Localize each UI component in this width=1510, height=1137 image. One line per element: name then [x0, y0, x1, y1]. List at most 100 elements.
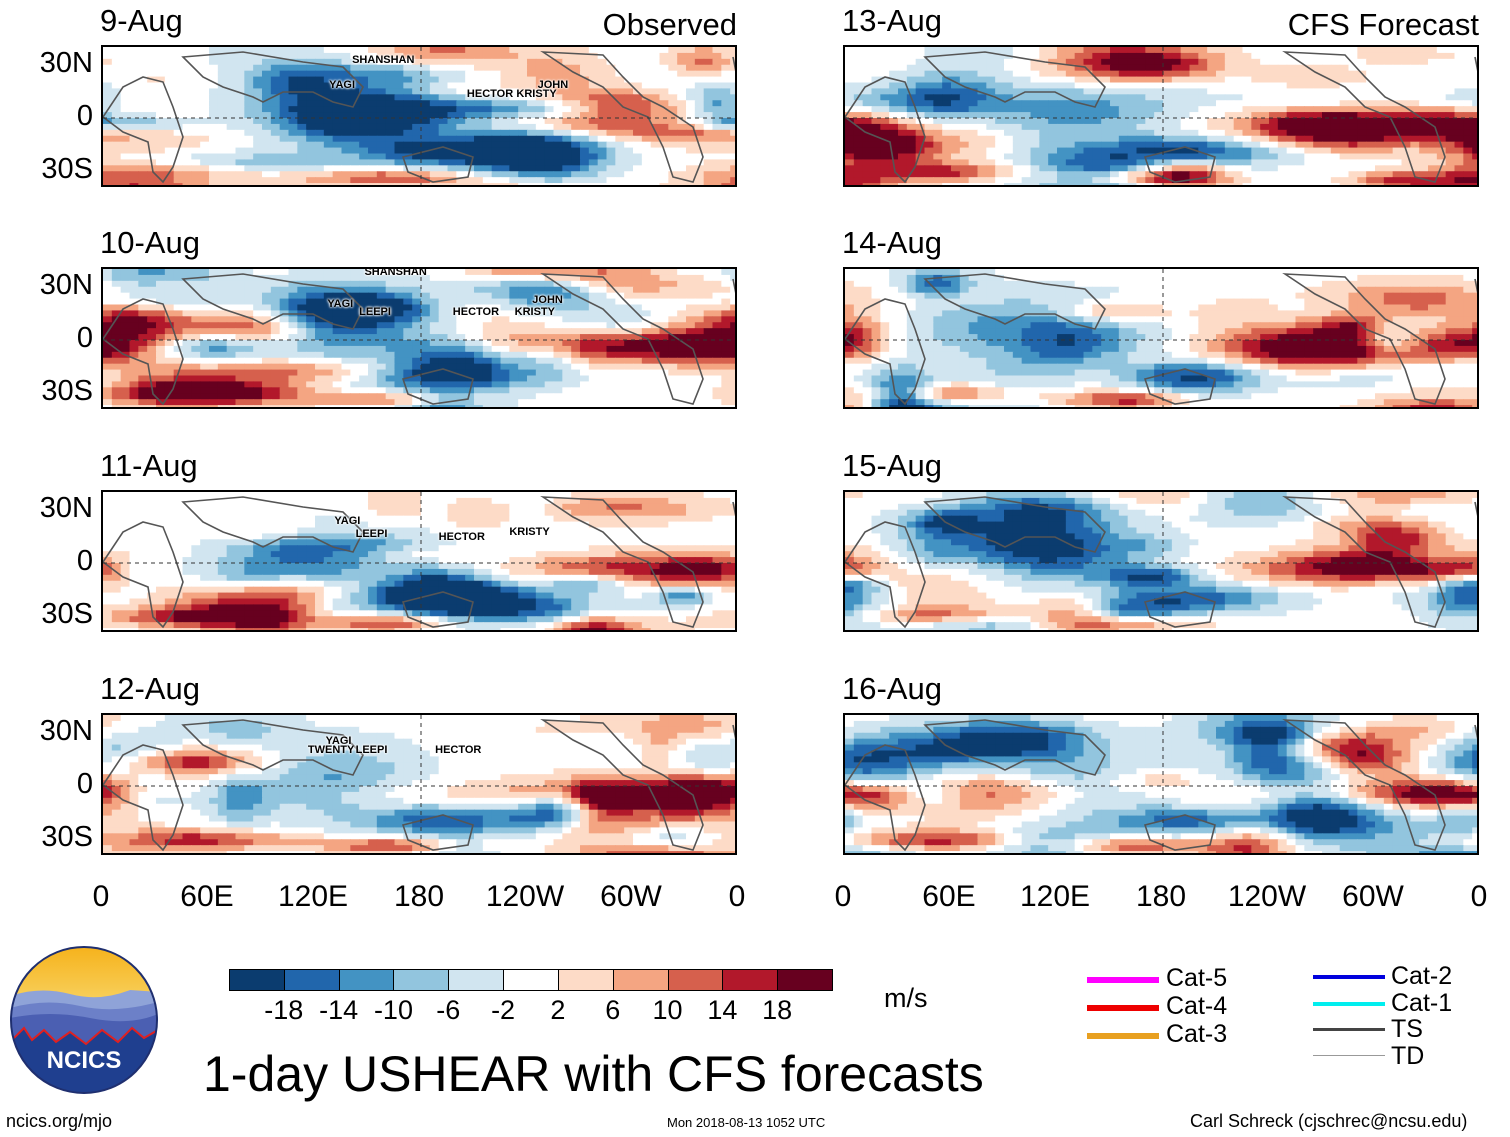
field-cell [341, 58, 351, 66]
field-cell [306, 492, 316, 499]
field-cell [279, 269, 290, 276]
field-cell [279, 515, 290, 523]
field-cell [173, 492, 184, 499]
field-cell [447, 492, 457, 499]
field-cell [315, 153, 325, 161]
field-cell [385, 387, 396, 394]
field-cell [359, 387, 369, 394]
field-cell [615, 527, 625, 535]
field-cell [182, 515, 192, 523]
field-cell [518, 363, 528, 371]
field-cell [456, 387, 466, 394]
field-cell [164, 177, 175, 184]
field-cell [535, 298, 546, 306]
field-cell [244, 129, 254, 137]
field-cell [182, 563, 192, 570]
field-cell [633, 322, 643, 329]
field-cell [482, 123, 493, 131]
field-cell [323, 82, 334, 90]
field-cell [491, 598, 502, 606]
field-cell [429, 363, 440, 371]
field-cell [120, 557, 131, 564]
field-cell [200, 292, 210, 300]
field-cell [686, 375, 696, 383]
field-cell [217, 123, 228, 131]
field-cell [368, 345, 378, 353]
field-cell [368, 563, 378, 570]
field-cell [173, 322, 184, 329]
field-cell [465, 141, 475, 149]
field-cell [262, 351, 272, 359]
field-cell [253, 375, 263, 383]
field-cell [544, 298, 555, 306]
field-cell [359, 381, 369, 388]
field-cell [235, 551, 245, 558]
field-cell [394, 592, 404, 600]
field-cell [341, 286, 351, 294]
field-cell [482, 52, 493, 60]
field-cell [306, 118, 316, 125]
field-cell [279, 177, 290, 184]
field-cell [730, 269, 735, 276]
field-cell [217, 509, 228, 517]
field-cell [421, 568, 431, 576]
field-cell [103, 269, 113, 276]
field-cell [403, 292, 413, 300]
field-cell [253, 610, 263, 617]
field-cell [456, 129, 466, 137]
field-cell [297, 509, 307, 517]
field-cell [553, 106, 563, 113]
field-cell [686, 52, 696, 60]
field-cell [270, 135, 281, 143]
field-cell [544, 147, 555, 155]
field-cell [262, 363, 272, 371]
field-cell [359, 492, 369, 499]
field-cell [235, 165, 245, 172]
field-cell [677, 363, 687, 371]
field-cell [315, 340, 325, 347]
field-cell [465, 503, 475, 511]
field-cell [677, 159, 687, 166]
field-cell [200, 563, 210, 570]
field-cell [509, 112, 519, 119]
field-cell [182, 292, 192, 300]
field-cell [509, 88, 519, 95]
field-cell [677, 345, 687, 353]
field-cell [456, 58, 466, 66]
field-cell [606, 393, 616, 400]
field-cell [359, 610, 369, 617]
field-cell [191, 177, 201, 184]
field-cell [191, 399, 201, 406]
field-cell [209, 563, 219, 570]
field-cell [385, 153, 396, 161]
field-cell [173, 52, 184, 60]
field-cell [332, 304, 343, 312]
field-cell [633, 592, 643, 600]
field-cell [217, 580, 228, 588]
field-cell [624, 82, 634, 90]
field-cell [341, 351, 351, 359]
field-cell [668, 135, 678, 143]
field-cell [491, 159, 502, 166]
field-cell [156, 497, 166, 505]
field-cell [659, 393, 669, 400]
field-cell [262, 345, 272, 353]
field-cell [491, 340, 502, 347]
field-cell [332, 286, 343, 294]
field-cell [588, 551, 599, 558]
field-cell [721, 58, 731, 66]
field-cell [527, 521, 537, 529]
field-cell [200, 357, 210, 365]
field-cell [164, 399, 175, 406]
field-cell [288, 557, 298, 564]
field-cell [633, 563, 643, 570]
field-cell [253, 340, 263, 347]
field-cell [721, 604, 731, 611]
field-cell [412, 177, 422, 184]
field-cell [182, 363, 192, 371]
field-cell [244, 183, 254, 185]
field-cell [588, 147, 599, 155]
field-cell [606, 280, 616, 288]
field-cell [368, 112, 378, 119]
field-cell [350, 112, 360, 119]
